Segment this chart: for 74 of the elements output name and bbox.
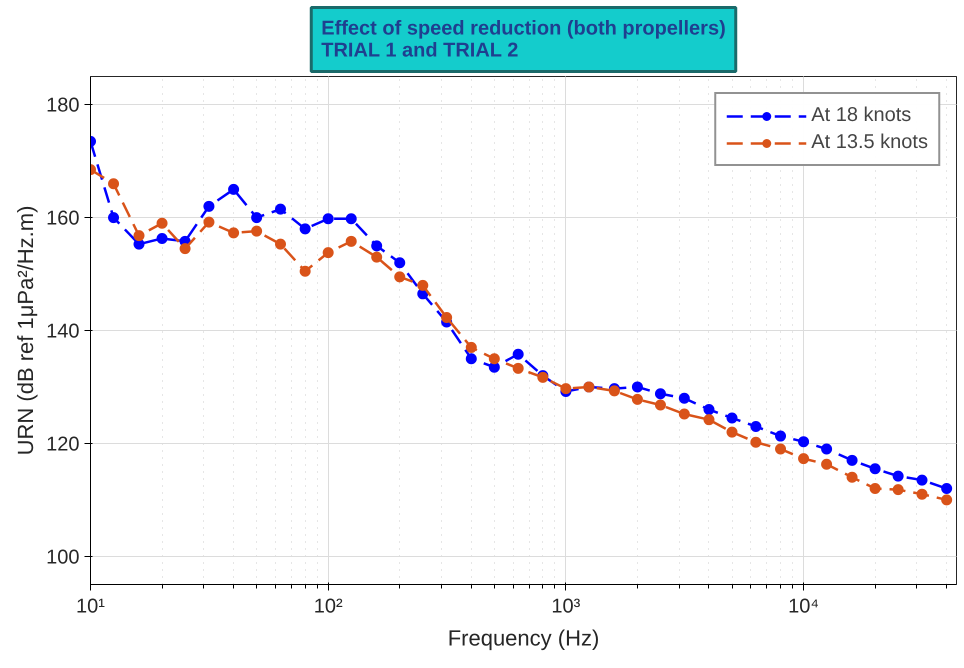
point — [775, 430, 786, 442]
point — [892, 484, 904, 496]
point — [916, 474, 928, 486]
point — [870, 483, 881, 494]
point — [346, 236, 357, 247]
point — [846, 472, 858, 483]
y-tick-label: 120 — [46, 433, 80, 456]
point — [488, 353, 500, 364]
x-tick-label: 10¹ — [76, 596, 106, 618]
x-axis-title: Frequency (Hz) — [448, 626, 600, 650]
point — [466, 353, 477, 364]
point — [251, 212, 262, 224]
point — [371, 240, 382, 252]
point — [846, 454, 858, 466]
point — [251, 226, 262, 237]
point — [300, 223, 311, 234]
point — [322, 247, 334, 258]
point — [654, 400, 666, 410]
point — [821, 444, 832, 455]
x-tick-label: 10² — [314, 596, 343, 618]
point — [274, 204, 286, 215]
point — [300, 266, 311, 277]
point — [512, 362, 524, 374]
point — [203, 200, 214, 212]
point — [726, 412, 738, 424]
point — [560, 383, 572, 394]
point — [346, 213, 357, 224]
point — [775, 444, 786, 455]
point — [180, 243, 191, 254]
point — [941, 483, 952, 494]
point — [108, 212, 120, 224]
y-tick-label: 100 — [46, 546, 80, 568]
point — [703, 414, 714, 426]
point — [228, 184, 240, 195]
point — [466, 342, 477, 353]
chart-title: Effect of speed reduction (both propellers) TRIAL 1 and TRIAL 2 — [321, 18, 726, 62]
point — [156, 233, 168, 244]
point — [678, 392, 690, 404]
point — [821, 458, 832, 470]
point — [632, 381, 643, 392]
point — [750, 420, 762, 432]
point — [870, 463, 881, 474]
y-axis-title: URN (dB ref 1μPa²/Hz.m) — [13, 206, 38, 456]
point — [916, 488, 928, 500]
point — [371, 252, 382, 263]
point — [394, 257, 406, 268]
y-tick-label: 140 — [46, 320, 80, 342]
point — [726, 426, 738, 438]
point — [703, 404, 714, 416]
point — [394, 271, 406, 282]
x-tick-label: 10³ — [551, 596, 581, 618]
point — [228, 227, 240, 238]
legend-label: At 18 knots — [811, 104, 912, 127]
point — [274, 238, 286, 250]
point — [750, 436, 762, 448]
point — [512, 348, 524, 360]
legend-label: At 13.5 knots — [811, 131, 928, 154]
point — [892, 470, 904, 482]
point — [941, 494, 952, 506]
point — [798, 453, 810, 464]
point — [798, 436, 810, 448]
point — [322, 213, 334, 224]
x-tick-label: 10⁴ — [788, 596, 819, 618]
point — [203, 216, 214, 228]
y-tick-label: 160 — [46, 208, 80, 230]
point — [134, 230, 145, 242]
point — [108, 178, 120, 190]
point — [417, 280, 428, 291]
point — [654, 388, 666, 400]
point — [441, 312, 452, 324]
point — [156, 218, 168, 229]
point — [632, 394, 643, 405]
point — [678, 408, 690, 420]
y-tick-label: 180 — [46, 94, 80, 117]
